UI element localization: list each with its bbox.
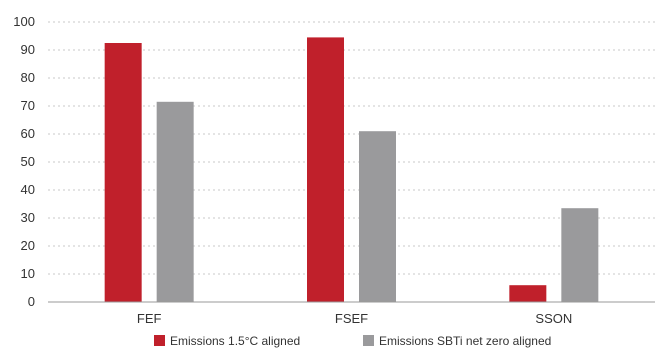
x-axis-category-labels: FEF FSEF SSON xyxy=(137,311,572,326)
y-tick-label: 70 xyxy=(21,98,35,113)
legend-swatch xyxy=(363,335,374,346)
y-tick-label: 50 xyxy=(21,154,35,169)
bar-fsef-series-2 xyxy=(359,131,396,302)
bar-fsef-series-1 xyxy=(307,37,344,303)
x-category-label: FEF xyxy=(137,311,162,326)
bar-fef-series-2 xyxy=(156,101,194,302)
y-tick-label: 80 xyxy=(21,70,35,85)
y-tick-label: 20 xyxy=(21,238,35,253)
legend-label: Emissions SBTi net zero aligned xyxy=(379,334,551,348)
y-tick-label: 100 xyxy=(13,14,35,29)
bar-fef-series-1 xyxy=(104,43,142,302)
bar-sson-series-1 xyxy=(509,285,547,302)
legend-label: Emissions 1.5°C aligned xyxy=(170,334,300,348)
y-tick-label: 0 xyxy=(28,294,35,309)
bars xyxy=(104,37,599,303)
legend: Emissions 1.5°C aligned Emissions SBTi ne… xyxy=(154,334,551,348)
y-tick-label: 30 xyxy=(21,210,35,225)
x-category-label: FSEF xyxy=(335,311,368,326)
y-tick-label: 90 xyxy=(21,42,35,57)
x-category-label: SSON xyxy=(535,311,572,326)
legend-swatch xyxy=(154,335,165,346)
y-tick-label: 10 xyxy=(21,266,35,281)
y-tick-label: 40 xyxy=(21,182,35,197)
y-tick-label: 60 xyxy=(21,126,35,141)
gridlines xyxy=(48,21,655,275)
bar-sson-series-2 xyxy=(561,208,599,302)
y-axis-tick-labels: 0 10 20 30 40 50 60 70 80 90 100 xyxy=(13,14,35,309)
